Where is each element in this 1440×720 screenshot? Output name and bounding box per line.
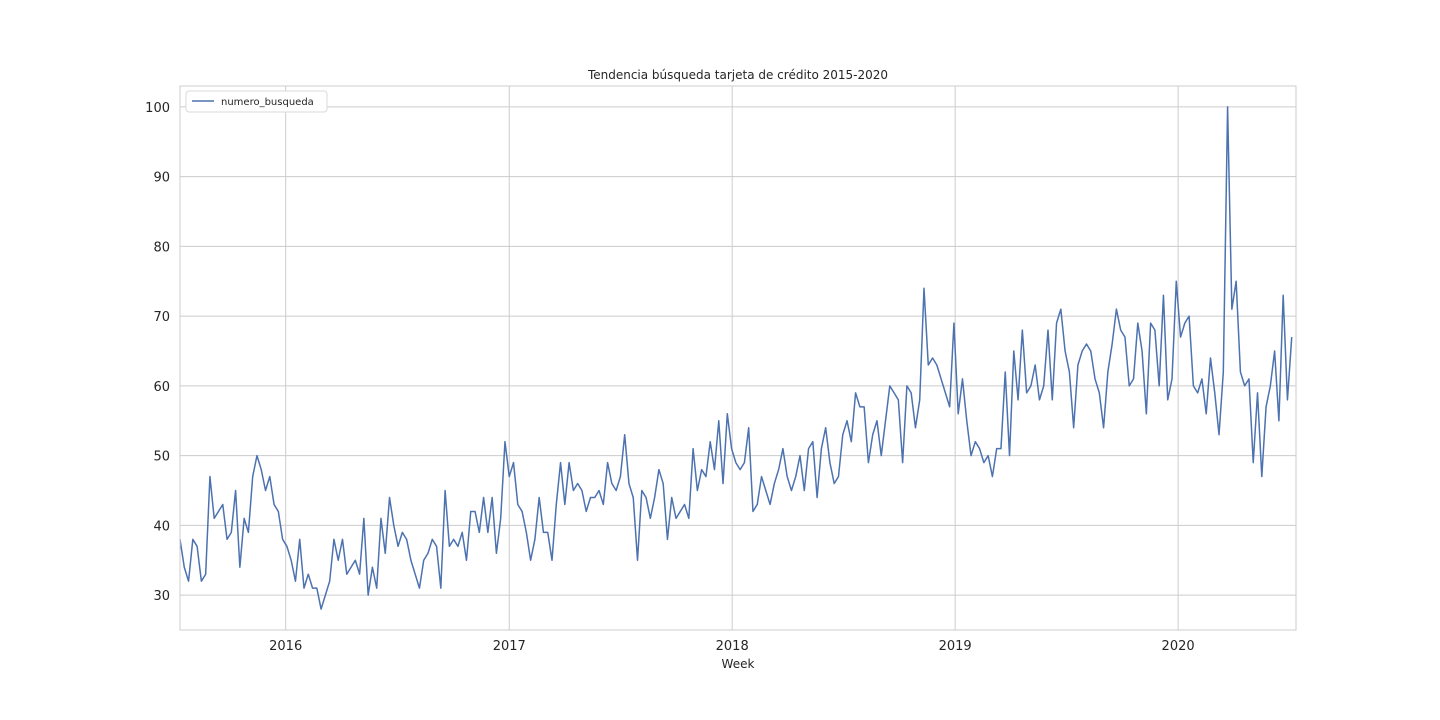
y-tick-label: 40	[153, 519, 170, 534]
y-tick-label: 30	[153, 589, 170, 604]
x-tick-label: 2016	[269, 639, 302, 654]
y-tick-label: 70	[153, 310, 170, 325]
y-tick-label: 80	[153, 240, 170, 255]
gridlines	[180, 86, 1296, 630]
series-layer	[179, 106, 1293, 610]
y-tick-label: 90	[153, 171, 170, 186]
legend-label: numero_busqueda	[221, 97, 314, 108]
x-axis-label: Week	[722, 657, 755, 671]
x-axis-ticks: 2016 2017 2018 2019 2020	[269, 639, 1195, 654]
x-tick-label: 2017	[493, 639, 526, 654]
chart-title: Tendencia búsqueda tarjeta de crédito 20…	[587, 68, 888, 82]
series-line	[179, 106, 1293, 610]
y-axis-ticks: 30 40 50 60 70 80 90 100	[145, 101, 170, 604]
y-tick-label: 50	[153, 450, 170, 465]
plot-frame	[179, 85, 1297, 631]
y-tick-label: 60	[153, 380, 170, 395]
y-tick-label: 100	[145, 101, 170, 116]
legend-box	[185, 90, 328, 113]
x-tick-label: 2019	[939, 639, 972, 654]
legend: numero_busqueda	[185, 90, 328, 113]
x-tick-label: 2020	[1162, 639, 1195, 654]
x-tick-label: 2018	[716, 639, 749, 654]
